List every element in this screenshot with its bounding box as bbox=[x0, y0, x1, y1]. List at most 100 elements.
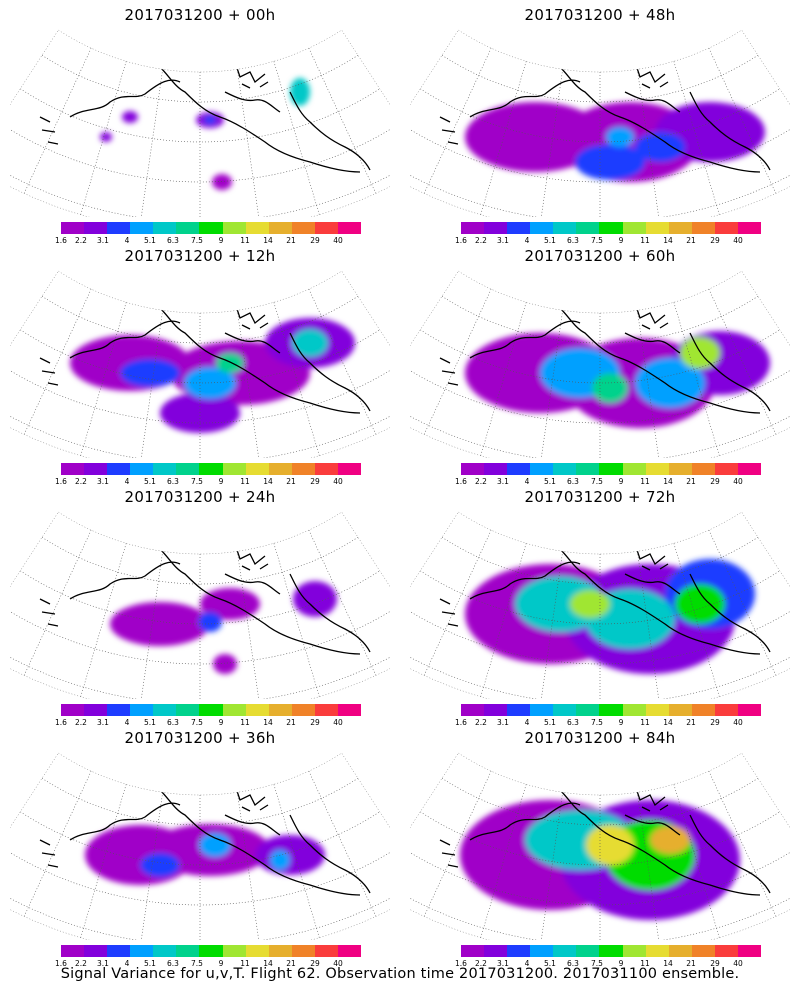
colorbar-swatch bbox=[199, 945, 223, 957]
colorbar-swatch bbox=[199, 222, 223, 234]
colorbar-tick-label: 4 bbox=[124, 718, 130, 727]
colorbar-swatch bbox=[130, 463, 154, 475]
colorbar-tick-label: 29 bbox=[710, 718, 720, 727]
variance-blob bbox=[650, 826, 690, 854]
variance-blob bbox=[592, 373, 628, 403]
colorbar-swatch bbox=[737, 704, 762, 716]
colorbar-tick-label: 11 bbox=[640, 477, 650, 486]
panel-title: 2017031200 + 24h bbox=[124, 488, 276, 506]
panel-title: 2017031200 + 60h bbox=[524, 247, 676, 265]
colorbar-swatch bbox=[553, 945, 577, 957]
colorbar-swatch bbox=[291, 463, 315, 475]
colorbar-tick-label: 14 bbox=[663, 718, 673, 727]
colorbar-swatch bbox=[461, 945, 485, 957]
panel-title: 2017031200 + 36h bbox=[124, 729, 276, 747]
colorbar-tick-label: 40 bbox=[333, 959, 343, 968]
colorbar-swatch bbox=[668, 463, 692, 475]
coastline bbox=[634, 61, 669, 89]
latitude-line bbox=[410, 122, 790, 183]
colorbar-tick-label: 11 bbox=[640, 236, 650, 245]
colorbar-tick-label: 21 bbox=[686, 718, 696, 727]
colorbar bbox=[461, 463, 762, 475]
coastline bbox=[289, 573, 371, 653]
colorbar-tick-label: 7.5 bbox=[591, 959, 603, 968]
colorbar-swatch bbox=[245, 222, 269, 234]
colorbar-ticks: 1.6 2.2 3.1 4 5.1 6.3 7.5 9 11 14 21 29 40 bbox=[55, 718, 361, 728]
coastline bbox=[234, 302, 269, 330]
colorbar-swatch bbox=[553, 463, 577, 475]
coastline bbox=[69, 802, 181, 841]
colorbar-tick-label: 5.1 bbox=[544, 236, 556, 245]
variance-blob bbox=[212, 174, 232, 190]
colorbar-swatch bbox=[484, 222, 508, 234]
coastline bbox=[289, 91, 371, 171]
colorbar-swatch bbox=[245, 704, 269, 716]
colorbar-swatch bbox=[314, 945, 338, 957]
map-sector bbox=[10, 29, 390, 217]
coastline bbox=[39, 839, 59, 868]
colorbar-swatch bbox=[507, 704, 531, 716]
colorbar-tick-label: 4 bbox=[524, 959, 530, 968]
colorbar-tick-label: 2.2 bbox=[475, 718, 487, 727]
variance-blob bbox=[606, 127, 634, 147]
variance-blob bbox=[570, 590, 610, 618]
colorbar-swatch bbox=[153, 222, 177, 234]
colorbar-tick-label: 4 bbox=[124, 959, 130, 968]
variance-blob bbox=[635, 132, 685, 162]
variance-blob bbox=[184, 367, 236, 399]
coastline bbox=[39, 357, 59, 386]
coastline bbox=[634, 302, 669, 330]
colorbar-tick-label: 9 bbox=[218, 236, 224, 245]
coastline bbox=[634, 784, 669, 812]
colorbar-swatch bbox=[291, 704, 315, 716]
colorbar-tick-label: 2.2 bbox=[475, 236, 487, 245]
colorbar-tick-label: 21 bbox=[686, 236, 696, 245]
colorbar-tick-label: 6.3 bbox=[167, 718, 179, 727]
colorbar-tick-label: 21 bbox=[286, 236, 296, 245]
colorbar-tick-label: 14 bbox=[663, 959, 673, 968]
coastline bbox=[289, 332, 371, 412]
coastline bbox=[559, 307, 761, 414]
signal-variance-field bbox=[10, 512, 390, 699]
colorbar-swatch bbox=[461, 463, 485, 475]
colorbar-tick-label: 5.1 bbox=[144, 236, 156, 245]
colorbar-swatch bbox=[107, 704, 131, 716]
coastline bbox=[439, 357, 459, 386]
colorbar-ticks: 1.6 2.2 3.1 4 5.1 6.3 7.5 9 11 14 21 29 40 bbox=[55, 959, 361, 969]
colorbar-swatch bbox=[107, 222, 131, 234]
colorbar-tick-label: 6.3 bbox=[167, 477, 179, 486]
colorbar-tick-label: 21 bbox=[286, 718, 296, 727]
colorbar-tick-label: 3.1 bbox=[97, 959, 109, 968]
colorbar-swatch bbox=[107, 945, 131, 957]
coastline bbox=[159, 66, 361, 173]
colorbar-swatch bbox=[576, 222, 600, 234]
coastline bbox=[224, 814, 281, 836]
colorbar-swatch bbox=[530, 463, 554, 475]
coastline bbox=[289, 814, 371, 894]
colorbar-tick-label: 14 bbox=[263, 477, 273, 486]
colorbar-tick-label: 3.1 bbox=[497, 477, 509, 486]
colorbar-swatch bbox=[153, 704, 177, 716]
colorbar-tick-label: 29 bbox=[710, 477, 720, 486]
coastline bbox=[439, 839, 459, 868]
map-panel: 2017031200 + 72h 1.6 2.2 3.1 4 5.1 6.3 7.5 9 11 14… bbox=[400, 482, 800, 727]
colorbar-swatch bbox=[84, 463, 108, 475]
map-panel: 2017031200 + 12h 1.6 2.2 3.1 4 5.1 6.3 7.5 9 11 14… bbox=[0, 241, 400, 486]
colorbar-tick-label: 40 bbox=[733, 477, 743, 486]
colorbar-tick-label: 4 bbox=[124, 236, 130, 245]
signal-variance-field bbox=[410, 271, 790, 458]
colorbar-tick-label: 14 bbox=[663, 236, 673, 245]
coastline bbox=[439, 598, 459, 627]
colorbar-tick-label: 9 bbox=[618, 236, 624, 245]
variance-blob bbox=[292, 329, 328, 357]
colorbar-tick-label: 2.2 bbox=[75, 236, 87, 245]
colorbar-tick-label: 6.3 bbox=[567, 718, 579, 727]
coastline bbox=[624, 91, 681, 113]
colorbar-swatch bbox=[484, 463, 508, 475]
variance-blob bbox=[199, 833, 231, 857]
colorbar-tick-label: 2.2 bbox=[475, 477, 487, 486]
colorbar-swatch bbox=[599, 945, 623, 957]
figure-caption: Signal Variance for u,v,T. Flight 62. Ob… bbox=[60, 966, 740, 982]
colorbar-tick-label: 1.6 bbox=[55, 236, 67, 245]
map-sector bbox=[410, 270, 790, 458]
